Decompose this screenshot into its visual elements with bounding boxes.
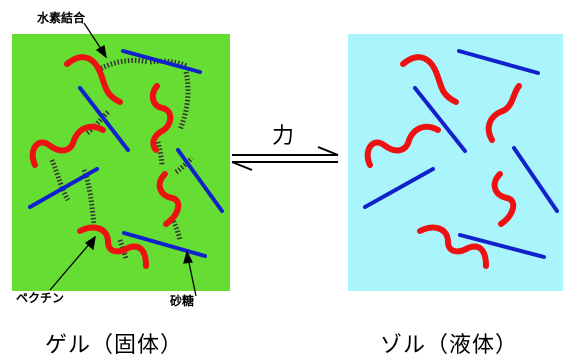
sol-pectin-chains [364, 54, 522, 269]
sugar-stick [121, 49, 202, 74]
hydrogen-bond-arrow [83, 22, 104, 53]
pectin-chain [400, 54, 459, 105]
sol-panel [348, 34, 563, 291]
hydrogen-bond-label: 水素結合 [37, 10, 86, 25]
sugar-stick [122, 231, 207, 258]
sol-sugar-sticks [363, 49, 559, 259]
equilibrium-arrows [231, 146, 339, 171]
pectin-chain [64, 54, 123, 105]
pectin-chain [29, 123, 106, 168]
sugar-stick [458, 233, 546, 259]
hydrogen-bond [169, 216, 183, 241]
forward-arrow-head [317, 146, 339, 156]
hydrogen-bond [84, 110, 110, 136]
hydrogen-bond [49, 159, 71, 202]
sol-caption: ゾル（液体） [380, 333, 518, 358]
gel-caption: ゲル（固体） [45, 333, 183, 358]
hydrogen-bond [96, 57, 149, 73]
hydrogen-bond [149, 58, 188, 69]
sugar-stick [512, 146, 559, 213]
pectin-chain [485, 83, 522, 143]
sugar-label: 砂糖 [169, 293, 194, 308]
sugar-stick [176, 148, 224, 213]
sugar-stick [78, 86, 130, 152]
sugar-stick [457, 49, 540, 75]
sugar-arrow [187, 257, 197, 297]
pectin-chain [364, 123, 441, 168]
hydrogen-bond [177, 71, 191, 131]
sugar-stick [363, 167, 435, 209]
pectin-label: ペクチン [16, 291, 64, 305]
force-label: 力 [272, 124, 294, 149]
pectin-chain [156, 171, 182, 227]
hydrogen-bond [174, 156, 194, 175]
sugar-stick [413, 86, 467, 153]
gel-pectin-chains [29, 54, 182, 269]
pectin-chain [491, 171, 517, 227]
pectin-arrow [49, 241, 92, 291]
pectin-chain [77, 224, 149, 269]
gel-annotation-arrows [49, 22, 197, 297]
sugar-stick [28, 167, 99, 209]
pectin-chain [417, 224, 489, 269]
gel-sugar-sticks [28, 49, 224, 258]
pectin-chain [149, 83, 174, 153]
reverse-arrow-head [231, 161, 253, 171]
